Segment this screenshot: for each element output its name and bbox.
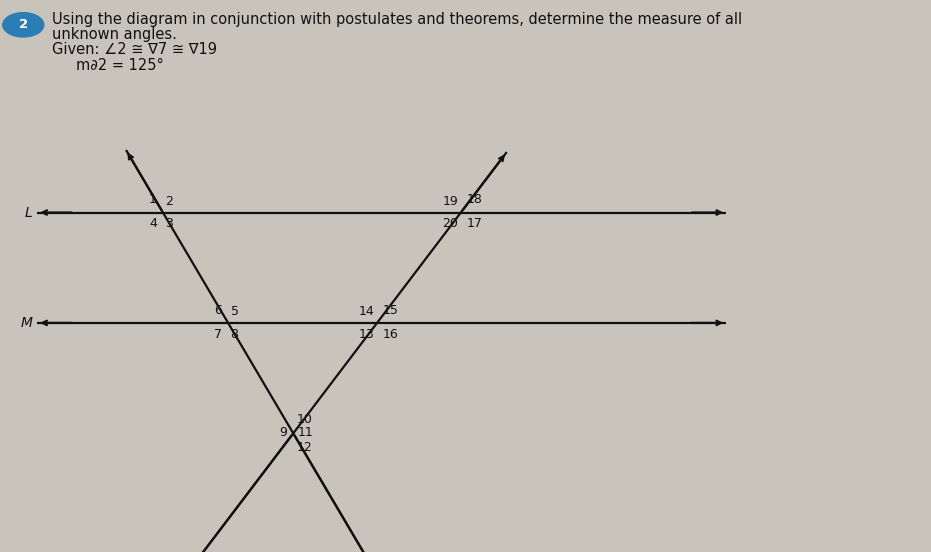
Text: 3: 3: [166, 217, 173, 230]
Text: 9: 9: [279, 426, 287, 439]
Text: 10: 10: [297, 413, 313, 426]
Text: 15: 15: [384, 304, 399, 317]
Text: L: L: [25, 205, 33, 220]
Text: 6: 6: [214, 304, 222, 317]
Text: 18: 18: [466, 193, 483, 206]
Text: 5: 5: [231, 305, 238, 318]
Text: Given: ∠2 ≅ ∇7 ≅ ∇19: Given: ∠2 ≅ ∇7 ≅ ∇19: [52, 42, 217, 57]
Text: 11: 11: [298, 426, 314, 439]
Text: 17: 17: [466, 217, 483, 230]
Text: unknown angles.: unknown angles.: [52, 26, 177, 42]
Text: Using the diagram in conjunction with postulates and theorems, determine the mea: Using the diagram in conjunction with po…: [52, 12, 742, 27]
Text: m∂2 = 125°: m∂2 = 125°: [76, 57, 164, 73]
Circle shape: [3, 13, 44, 37]
Text: 2: 2: [19, 18, 28, 31]
Text: 7: 7: [214, 328, 222, 341]
Text: 2: 2: [166, 195, 173, 208]
Text: 19: 19: [442, 195, 458, 208]
Text: 14: 14: [358, 305, 374, 318]
Text: 4: 4: [149, 217, 156, 230]
Text: 16: 16: [384, 328, 398, 341]
Text: M: M: [20, 316, 33, 330]
Text: 20: 20: [442, 217, 458, 230]
Text: 1: 1: [149, 193, 156, 206]
Text: 12: 12: [297, 440, 313, 454]
Text: 8: 8: [231, 328, 238, 341]
Text: 13: 13: [358, 328, 374, 341]
